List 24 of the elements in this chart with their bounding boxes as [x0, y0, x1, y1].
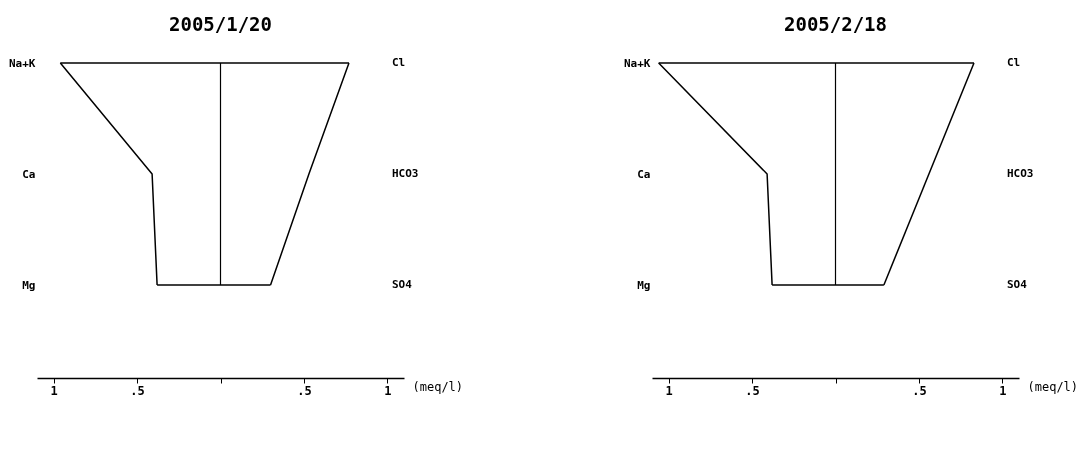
x-tick-label: 1	[665, 383, 673, 398]
x-axis-title: (meq/l)	[412, 379, 464, 394]
y2-tick-label: HCO3	[1007, 167, 1034, 180]
x-tick-label: 1	[999, 383, 1007, 398]
y-tick-label: Ca	[22, 167, 36, 181]
y-tick-label: Mg	[637, 278, 651, 292]
x-tick-label: .5	[745, 383, 760, 398]
x-tick-label: .5	[912, 383, 927, 398]
y2-tick-label: Cl	[392, 56, 406, 69]
x-tick-label: 1	[50, 383, 58, 398]
chart-title: 2005/2/18	[784, 13, 887, 35]
x-tick-label: .5	[297, 383, 312, 398]
y-tick-label: Mg	[22, 278, 36, 292]
y-tick-label: Na+K	[9, 56, 36, 70]
y-tick-label: Ca	[637, 167, 651, 181]
y-tick-label: Na+K	[624, 56, 651, 70]
y2-tick-label: Cl	[1007, 56, 1021, 69]
y2-tick-label: HCO3	[392, 167, 419, 180]
y2-tick-label: SO4	[1007, 278, 1028, 291]
y2-tick-label: SO4	[392, 278, 413, 291]
x-tick-label: 1	[384, 383, 392, 398]
x-tick-label: .5	[130, 383, 145, 398]
x-axis-title: (meq/l)	[1027, 379, 1079, 394]
chart-title: 2005/1/20	[169, 13, 272, 35]
